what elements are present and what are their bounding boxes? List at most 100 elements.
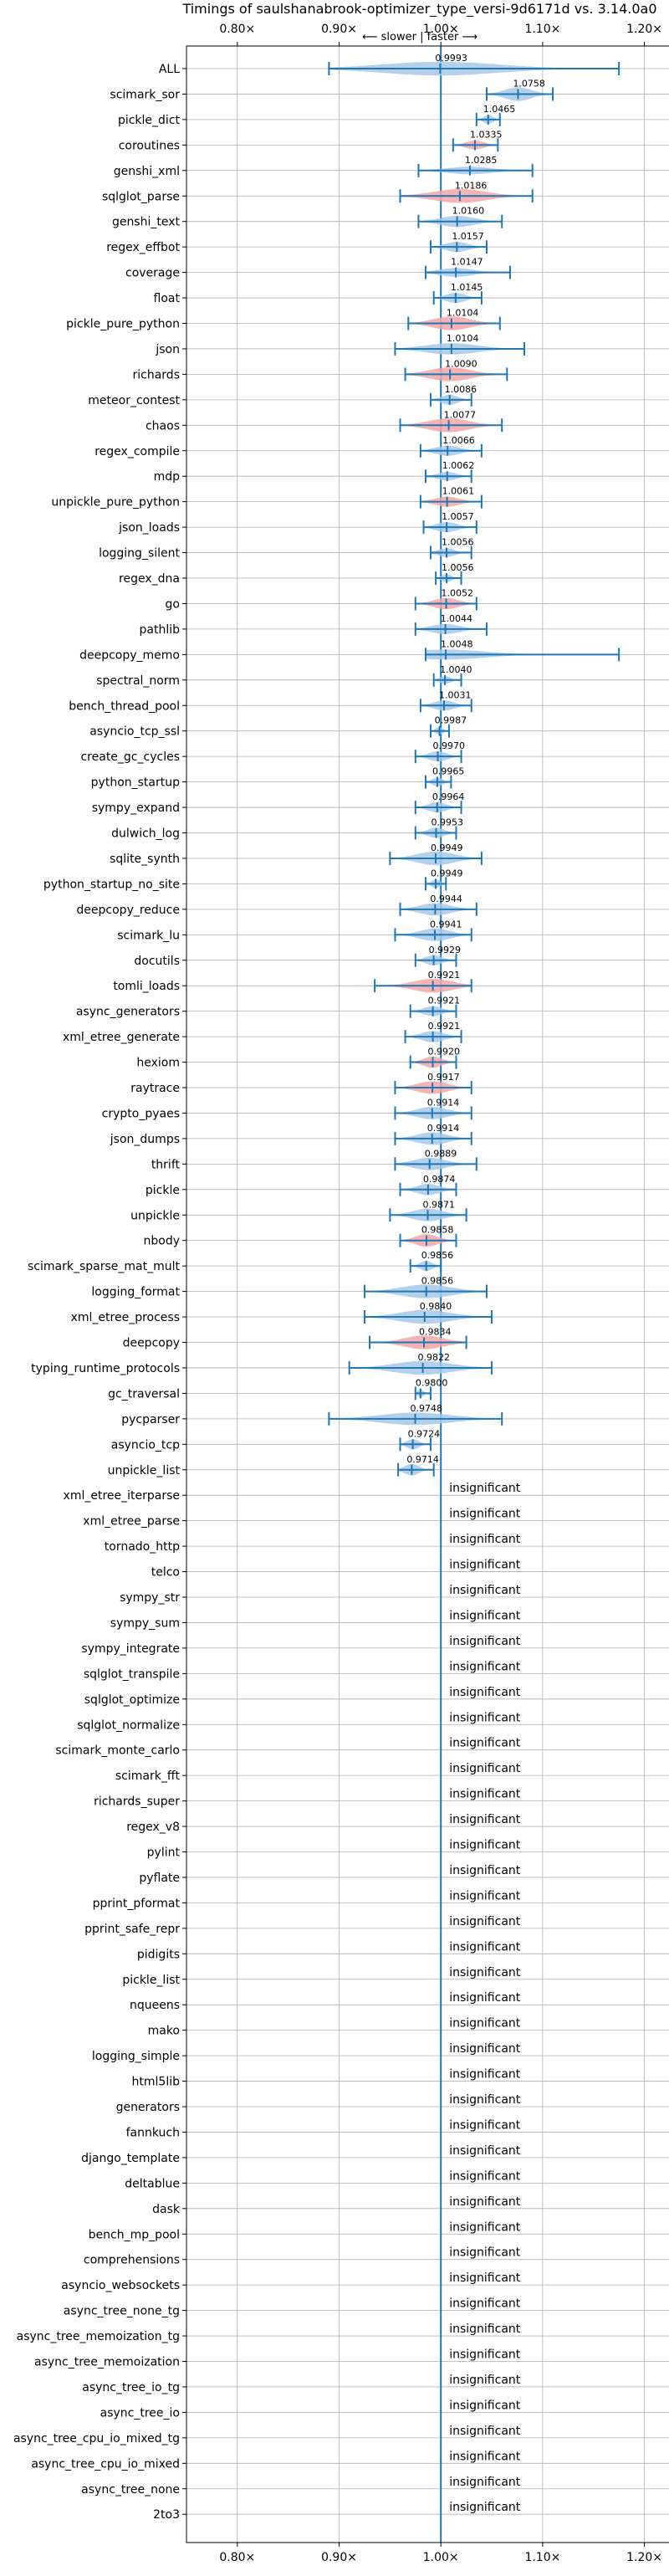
- value-label-pickle_dict: 1.0465: [483, 104, 516, 115]
- value-label-json_loads: 1.0057: [442, 511, 474, 522]
- insignificant-label: insignificant: [449, 1940, 521, 1954]
- value-label-unpickle: 0.9871: [423, 1199, 456, 1210]
- benchmark-label: sqlglot_transpile: [84, 1667, 180, 1681]
- benchmark-label: meteor_contest: [88, 394, 180, 407]
- benchmark-label: dask: [152, 2203, 181, 2216]
- benchmark-label: asyncio_tcp: [111, 1438, 180, 1452]
- value-label-unpickle_pure_python: 1.0061: [442, 486, 475, 497]
- benchmark-label: async_tree_none: [81, 2483, 180, 2497]
- value-label-logging_silent: 1.0056: [442, 537, 474, 548]
- benchmark-label: sympy_integrate: [81, 1642, 180, 1656]
- benchmark-label: logging_simple: [92, 2050, 180, 2063]
- benchmark-label: mdp: [154, 470, 181, 484]
- benchmark-label: pickle_pure_python: [66, 318, 180, 331]
- value-label-scimark_sor: 1.0758: [513, 78, 545, 89]
- benchmark-label: pprint_safe_repr: [84, 1923, 180, 1936]
- benchmark-label: xml_etree_generate: [63, 1031, 180, 1044]
- insignificant-label: insignificant: [449, 2169, 521, 2183]
- insignificant-label: insignificant: [449, 2271, 521, 2285]
- value-label-raytrace: 0.9917: [427, 1072, 459, 1083]
- benchmark-label: bench_mp_pool: [89, 2228, 180, 2241]
- value-label-genshi_xml: 1.0285: [465, 155, 498, 166]
- value-label-regex_effbot: 1.0157: [452, 231, 484, 242]
- benchmark-label: scimark_fft: [115, 1769, 181, 1783]
- benchmark-label: sqlite_synth: [110, 853, 180, 866]
- benchmark-label: python_startup_no_site: [43, 878, 180, 891]
- insignificant-label: insignificant: [449, 2297, 521, 2311]
- benchmark-label: nbody: [144, 1235, 181, 1248]
- benchmark-label: 2to3: [153, 2508, 180, 2522]
- insignificant-label: insignificant: [449, 1762, 521, 1775]
- benchmark-label: async_tree_memoization: [34, 2356, 180, 2369]
- benchmark-label: pathlib: [140, 623, 181, 637]
- value-label-pycparser: 0.9748: [411, 1403, 443, 1414]
- benchmark-label: docutils: [134, 955, 180, 968]
- value-label-scimark_lu: 0.9941: [430, 919, 462, 930]
- benchmark-label: coverage: [125, 267, 180, 280]
- insignificant-label: insignificant: [449, 1915, 521, 1928]
- benchmark-label: richards: [133, 368, 181, 382]
- value-label-float: 1.0145: [451, 282, 483, 293]
- benchmark-label: deltablue: [125, 2177, 180, 2190]
- insignificant-label: insignificant: [449, 1609, 521, 1622]
- value-label-bench_thread_pool: 1.0031: [439, 689, 472, 700]
- benchmark-label: pidigits: [137, 1948, 180, 1961]
- insignificant-label: insignificant: [449, 2017, 521, 2031]
- benchmark-label: deepcopy_reduce: [76, 904, 180, 917]
- benchmark-label: coroutines: [119, 139, 180, 152]
- violins: 0.9993 1.0758 1.0465 1.0335 1.0285 1.0186 1.01…: [328, 53, 620, 2514]
- benchmark-label: logging_silent: [99, 547, 180, 561]
- value-label-coverage: 1.0147: [451, 257, 483, 268]
- benchmark-label: xml_etree_iterparse: [64, 1489, 180, 1503]
- value-label-pickle: 0.9874: [423, 1174, 455, 1185]
- value-label-tomli_loads: 0.9921: [428, 970, 461, 981]
- value-label-pathlib: 1.0044: [441, 613, 473, 624]
- benchmark-label: regex_effbot: [106, 241, 180, 254]
- value-label-mdp: 1.0062: [442, 460, 475, 471]
- benchmark-label: pylint: [147, 1846, 181, 1860]
- value-label-json: 1.0104: [447, 333, 479, 344]
- benchmark-label: sympy_str: [120, 1591, 180, 1605]
- benchmark-label: dulwich_log: [111, 827, 180, 841]
- benchmark-label: unpickle_pure_python: [51, 496, 180, 510]
- value-label-gc_traversal: 0.9800: [416, 1377, 447, 1388]
- benchmark-label: regex_v8: [126, 1821, 180, 1834]
- value-label-python_startup_no_site: 0.9949: [431, 868, 463, 878]
- insignificant-label: insignificant: [449, 1864, 521, 1877]
- benchmark-labels: ALL scimark_sor pickle_dict coroutines gensh…: [13, 63, 186, 2522]
- benchmark-label: scimark_sor: [110, 88, 180, 101]
- benchmark-label: json: [155, 343, 180, 356]
- plot-frame: [186, 45, 669, 2543]
- benchmark-label: pycparser: [121, 1413, 180, 1426]
- value-label-docutils: 0.9929: [429, 945, 462, 955]
- value-label-spectral_norm: 1.0040: [440, 664, 472, 675]
- value-label-thrift: 0.9889: [425, 1148, 457, 1159]
- benchmark-label: scimark_monte_carlo: [55, 1744, 180, 1758]
- benchmark-label: regex_dna: [119, 572, 180, 586]
- value-label-sympy_expand: 0.9964: [432, 791, 465, 802]
- benchmark-label: xml_etree_process: [71, 1311, 180, 1324]
- insignificant-label: insignificant: [449, 2195, 521, 2209]
- value-label-regex_compile: 1.0066: [442, 435, 475, 446]
- benchmark-label: tomli_loads: [113, 980, 180, 993]
- value-label-richards: 1.0090: [445, 358, 477, 369]
- value-label-python_startup: 0.9965: [432, 766, 465, 777]
- insignificant-label: insignificant: [449, 1737, 521, 1750]
- benchmark-label: pyflate: [139, 1872, 180, 1885]
- benchmark-label: pickle: [146, 1184, 180, 1197]
- benchmark-label: pickle_dict: [118, 114, 181, 127]
- value-label-xml_etree_process: 0.9840: [420, 1301, 452, 1312]
- benchmark-label: async_tree_cpu_io_mixed: [31, 2457, 180, 2471]
- benchmark-label: telco: [151, 1566, 180, 1580]
- insignificant-label: insignificant: [449, 2093, 521, 2107]
- value-label-deepcopy: 0.9834: [419, 1327, 452, 1338]
- benchmark-label: pickle_list: [122, 1974, 180, 1987]
- value-label-ALL: 0.9993: [435, 53, 467, 64]
- value-label-hexiom: 0.9920: [427, 1047, 460, 1058]
- benchmark-label: async_tree_cpu_io_mixed_tg: [13, 2432, 180, 2445]
- benchmark-label: fannkuch: [126, 2126, 180, 2139]
- benchmark-label: richards_super: [94, 1795, 180, 1809]
- benchmark-label: comprehensions: [84, 2254, 180, 2267]
- benchmark-label: async_tree_io: [100, 2406, 180, 2420]
